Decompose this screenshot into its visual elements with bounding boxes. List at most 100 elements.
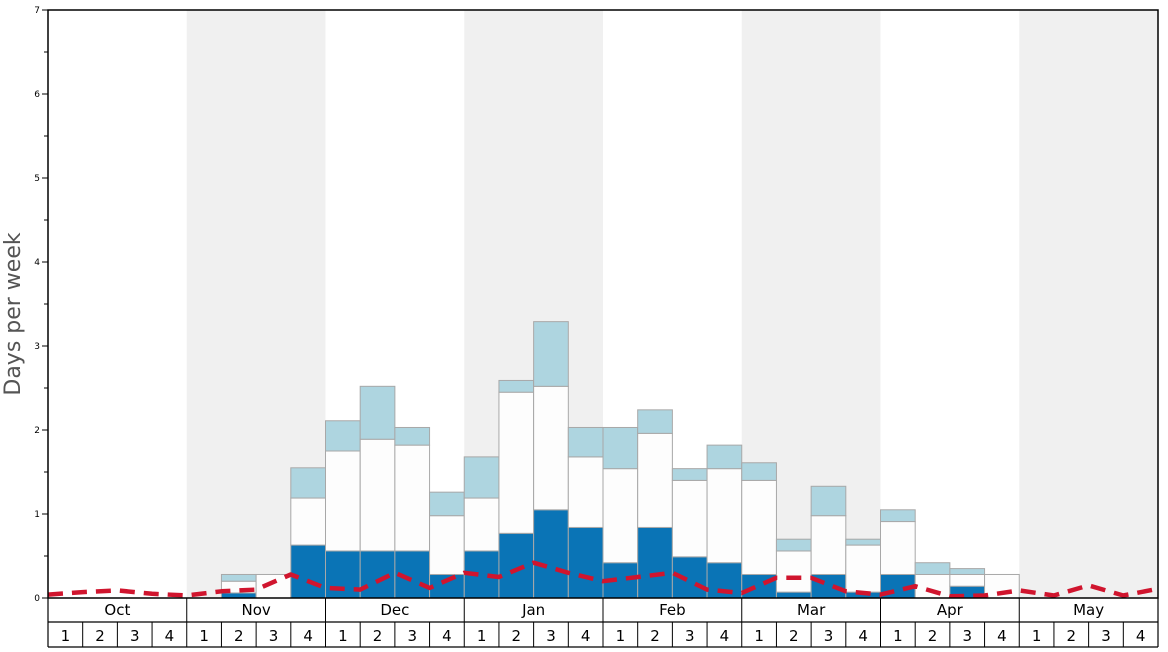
bar-segment-series2-week12 (429, 491, 465, 517)
bar-segment-series1-week22 (775, 550, 812, 593)
week-label: 4 (581, 627, 591, 645)
week-label: 4 (1136, 627, 1146, 645)
bar-segment-series2-week23 (810, 485, 847, 517)
week-label: 1 (61, 627, 71, 645)
bar-segment-series2-week11 (394, 426, 431, 446)
month-label-may: May (1073, 601, 1104, 619)
y-axis: 0 1 2 3 4 5 6 7 (34, 6, 48, 604)
bar-segment-series2-week18 (637, 409, 673, 434)
week-label: 4 (303, 627, 313, 645)
bar-segment-series0-week22 (775, 591, 812, 599)
week-label: 2 (650, 627, 660, 645)
bar-segment-series0-week10 (359, 550, 396, 599)
bar-segment-series0-week15 (533, 509, 569, 599)
week-label: 1 (338, 627, 348, 645)
bar-segment-series1-week19 (671, 479, 708, 558)
bar-segment-series1-week27 (949, 573, 986, 587)
bar-segment-series1-week15 (533, 385, 569, 511)
bar-segment-series2-week15 (533, 321, 569, 387)
week-label: 2 (373, 627, 383, 645)
week-label: 3 (130, 627, 140, 645)
week-label: 1 (1032, 627, 1042, 645)
bar-segment-series2-week17 (602, 426, 639, 470)
month-band-may (1019, 10, 1158, 598)
week-label: 1 (477, 627, 487, 645)
bar-segment-series2-week26 (914, 562, 951, 575)
week-label: 1 (754, 627, 764, 645)
bar-segment-series1-week25 (880, 521, 916, 575)
y-tick-label: 7 (34, 6, 40, 16)
week-label: 3 (1101, 627, 1111, 645)
bar-segment-series2-week21 (741, 462, 777, 481)
week-label: 4 (165, 627, 175, 645)
bar-segment-series1-week18 (637, 432, 673, 528)
week-label: 4 (720, 627, 730, 645)
bar-segment-series1-week10 (359, 438, 396, 552)
bar-segment-series2-week16 (567, 426, 604, 458)
bar-segment-series0-week6 (220, 592, 257, 599)
week-label: 3 (407, 627, 417, 645)
month-label-jan: Jan (521, 601, 545, 619)
dashed-line-series (47, 560, 1159, 599)
month-label-dec: Dec (380, 601, 409, 619)
y-tick-label: 1 (34, 510, 40, 520)
bar-segment-series2-week10 (359, 385, 396, 440)
week-label: 4 (997, 627, 1007, 645)
week-label: 1 (893, 627, 903, 645)
bar-segment-series1-week13 (463, 497, 500, 552)
month-label-nov: Nov (241, 601, 270, 619)
bar-segment-series2-week14 (498, 379, 535, 393)
dashed-line (47, 560, 1159, 599)
bar-segment-series2-week22 (775, 538, 812, 552)
bar-segment-series1-week17 (602, 468, 639, 564)
month-label-mar: Mar (797, 601, 826, 619)
bar-segment-series1-week21 (741, 479, 777, 575)
y-tick-label: 5 (34, 174, 40, 184)
month-bands (186, 10, 1158, 598)
week-label: 3 (685, 627, 695, 645)
bar-segment-series0-week14 (498, 532, 535, 599)
y-tick-label: 0 (34, 594, 40, 604)
week-label: 2 (789, 627, 799, 645)
bar-segment-series2-week24 (845, 538, 881, 546)
bar-segment-series1-week16 (567, 456, 604, 528)
bar-segment-series1-week24 (845, 544, 881, 593)
week-label: 2 (928, 627, 938, 645)
y-tick-label: 2 (34, 426, 40, 436)
bar-segment-series0-week18 (637, 526, 673, 599)
week-label: 4 (442, 627, 452, 645)
bar-segment-series2-week6 (220, 573, 257, 582)
bar-segment-series2-week13 (463, 456, 500, 499)
bar-segment-series1-week8 (290, 497, 326, 546)
week-label: 3 (546, 627, 556, 645)
y-axis-label: Days per week (1, 232, 26, 395)
week-label: 4 (858, 627, 868, 645)
bar-segment-series1-week12 (429, 515, 465, 575)
bar-segment-series2-week25 (880, 509, 916, 523)
bar-segment-series0-week16 (567, 526, 604, 599)
week-label: 1 (199, 627, 209, 645)
bar-segment-series1-week20 (706, 468, 743, 564)
bar-segment-series1-week26 (914, 573, 951, 599)
week-label: 2 (512, 627, 522, 645)
x-axis: Oct Nov Dec Jan Feb Mar Apr May 1 2 3 4 1 2 3 4 1 2 3 4 1 2 3 4… (47, 598, 1159, 648)
week-label: 2 (95, 627, 105, 645)
week-label: 3 (962, 627, 972, 645)
month-label-oct: Oct (104, 601, 130, 619)
week-label: 3 (824, 627, 834, 645)
week-label: 1 (616, 627, 626, 645)
week-label: 3 (269, 627, 279, 645)
bar-segment-series1-week14 (498, 391, 535, 534)
bar-segment-series0-week8 (290, 544, 326, 599)
bar-segment-series1-week11 (394, 444, 431, 552)
month-label-feb: Feb (659, 601, 686, 619)
bar-segment-series1-week23 (810, 515, 847, 575)
bar-segment-series2-week20 (706, 444, 743, 470)
bar-segment-series2-week9 (325, 420, 361, 452)
week-label: 2 (234, 627, 244, 645)
bar-segment-series2-week8 (290, 467, 326, 499)
bar-stacks (220, 321, 1020, 599)
y-tick-label: 6 (34, 90, 40, 100)
